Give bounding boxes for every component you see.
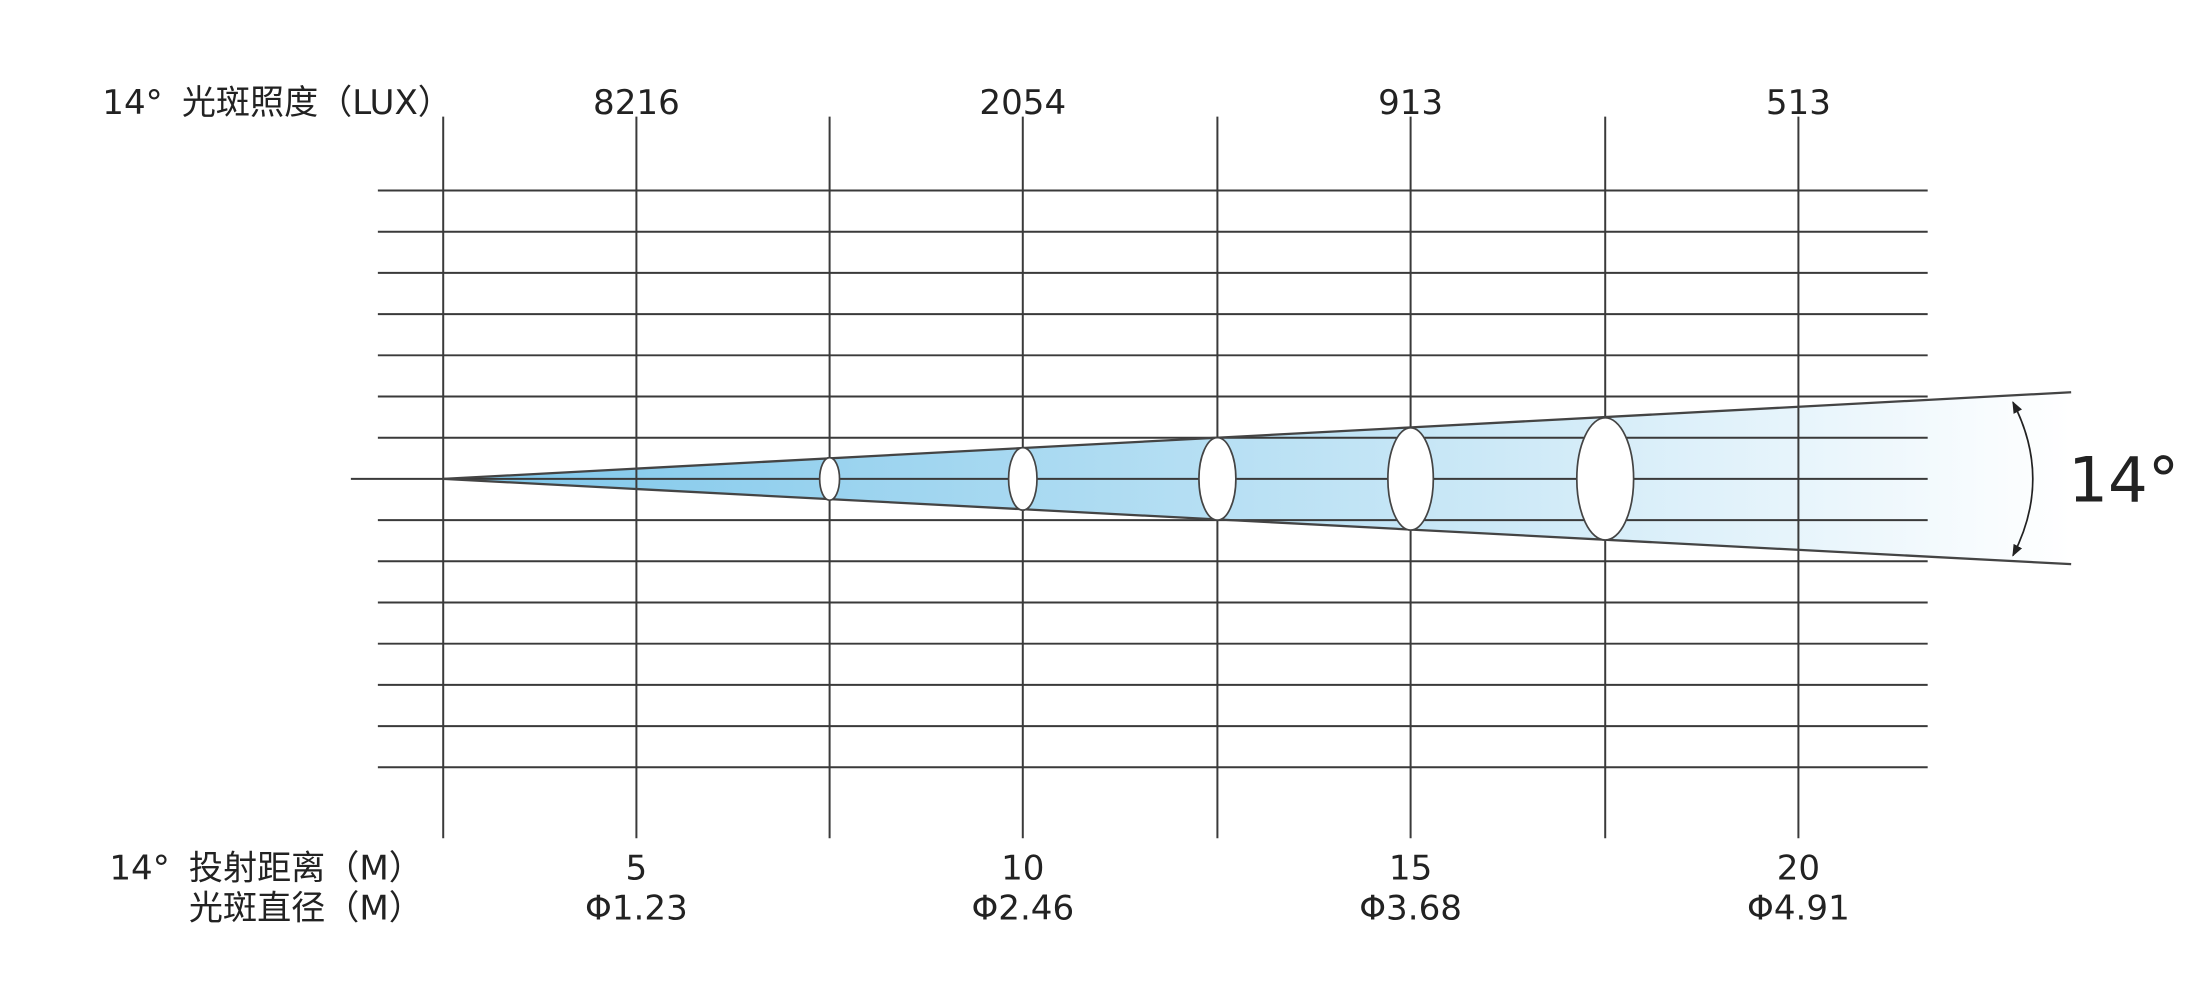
lux-value: 2054 <box>979 83 1066 123</box>
beam-edge <box>443 391 2072 481</box>
angle-label: 14° <box>102 83 162 123</box>
angle-arc <box>2012 401 2034 557</box>
illuminance-label: 光斑照度（LUX） <box>182 83 452 123</box>
lux-value: 513 <box>1766 83 1831 123</box>
distance-value: 5 <box>626 848 648 888</box>
beam-spot <box>818 456 841 502</box>
diameter-value: Φ1.23 <box>585 888 688 928</box>
diameter-value: Φ3.68 <box>1359 888 1462 928</box>
beam-spot <box>1387 426 1435 531</box>
grid <box>350 116 1928 839</box>
beam-spot <box>1007 446 1038 512</box>
diameter-label: 光斑直径（M） <box>189 888 423 928</box>
distance-value: 15 <box>1389 848 1432 888</box>
beam-edge <box>443 477 2072 566</box>
distance-value: 10 <box>1001 848 1044 888</box>
beam-angle: 14° <box>2068 444 2179 517</box>
beam-spot <box>1575 416 1635 541</box>
distance-label: 投射距离（M） <box>189 848 423 888</box>
lux-value: 913 <box>1378 83 1443 123</box>
diameter-value: Φ4.91 <box>1747 888 1850 928</box>
lux-value: 8216 <box>593 83 680 123</box>
spots <box>818 416 1635 541</box>
diameter-value: Φ2.46 <box>971 888 1074 928</box>
angle-label: 14° <box>109 848 169 888</box>
distance-value: 20 <box>1777 848 1820 888</box>
beam-spot <box>1198 436 1237 521</box>
